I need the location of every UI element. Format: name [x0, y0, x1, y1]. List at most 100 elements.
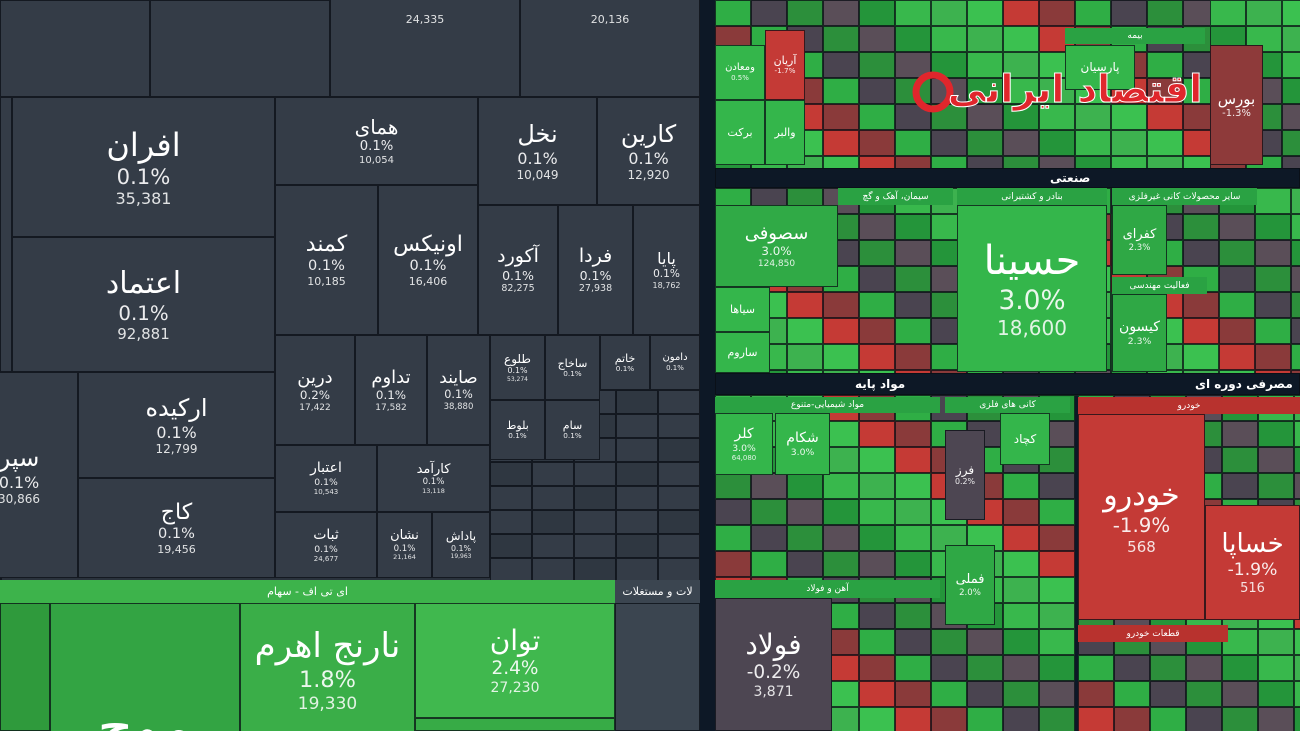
small-tile — [1039, 78, 1075, 104]
small-tile — [1147, 0, 1183, 26]
change: 0.1% — [563, 368, 582, 378]
volume: 19,330 — [297, 694, 358, 715]
stock-tile: پایا 0.1% 18,762 — [633, 205, 700, 335]
small-tile — [859, 26, 895, 52]
change: 0.1% — [615, 363, 635, 373]
small-tile — [1183, 292, 1219, 318]
small-tile — [1147, 130, 1183, 156]
small-tile — [1282, 130, 1300, 156]
change: 0.1% — [314, 477, 338, 489]
small-tile — [1039, 707, 1075, 731]
small-tile — [1186, 681, 1222, 707]
empty-tile — [0, 0, 150, 97]
volume: 10,049 — [516, 167, 559, 182]
small-tile — [895, 266, 931, 292]
small-tile — [895, 499, 931, 525]
small-tile — [1282, 0, 1300, 26]
volume: 10,054 — [359, 154, 394, 166]
volume: 21,164 — [393, 553, 416, 562]
small-tile — [1282, 26, 1300, 52]
small-tile — [859, 473, 895, 499]
small-tile — [1003, 603, 1039, 629]
stock-tile: والبر — [765, 100, 805, 165]
small-tile — [658, 558, 700, 582]
small-tile — [1246, 0, 1282, 26]
small-tile — [823, 525, 859, 551]
small-tile — [1186, 655, 1222, 681]
small-tile — [658, 462, 700, 486]
small-tile — [895, 681, 931, 707]
stock-tile: همای 0.1% 10,054 — [275, 97, 478, 185]
small-tile — [1003, 52, 1039, 78]
small-tile — [616, 510, 658, 534]
volume: 64,080 — [731, 453, 757, 462]
small-tile — [1150, 681, 1186, 707]
empty-tile — [0, 603, 50, 731]
ticker: ساروم — [727, 345, 758, 359]
small-tile — [1003, 0, 1039, 26]
small-tile — [1219, 240, 1255, 266]
ticker: نخل — [517, 119, 558, 148]
volume: 19,963 — [450, 553, 472, 561]
ticker: تداوم — [371, 366, 411, 388]
empty-tile — [150, 0, 330, 97]
small-tile — [616, 486, 658, 510]
stock-tile: کیسون 2.3% — [1112, 294, 1167, 372]
small-tile — [931, 707, 967, 731]
ticker: کارین — [620, 119, 677, 148]
small-tile — [1219, 344, 1255, 370]
small-tile — [1291, 318, 1300, 344]
change: 0.1% — [444, 388, 473, 402]
stock-tile: اونیکس 0.1% 16,406 — [378, 185, 478, 335]
stock-tile: ثبات 0.1% 24,677 — [275, 512, 377, 578]
small-tile — [715, 525, 751, 551]
right-treemap: صنعتی مواد پایه مصرفی دوره ای بنادر و کشتیر… — [713, 0, 1300, 731]
group-header: خودرو — [1078, 397, 1300, 414]
small-tile — [1114, 707, 1150, 731]
small-tile — [823, 0, 859, 26]
small-tile — [490, 462, 532, 486]
small-tile — [1258, 473, 1294, 499]
ticker: کلر — [734, 425, 754, 442]
change: 0.1% — [502, 268, 534, 284]
small-tile — [1210, 0, 1246, 26]
small-tile — [1075, 130, 1111, 156]
volume: 24,335 — [405, 13, 445, 27]
small-tile — [859, 318, 895, 344]
small-tile — [787, 0, 823, 26]
stock-tile: نارنج اهرم 1.8% 19,330 — [240, 603, 415, 731]
change: 0.1% — [393, 543, 416, 554]
small-tile — [1003, 577, 1039, 603]
small-tile — [895, 214, 931, 240]
stock-tile: تداوم 0.1% 17,582 — [355, 335, 427, 445]
stock-tile: بورس -1.3% — [1210, 45, 1263, 165]
small-tile — [895, 78, 931, 104]
small-tile — [967, 0, 1003, 26]
small-tile — [1111, 130, 1147, 156]
ticker: ارکیده — [145, 393, 208, 422]
stock-tile: خودرو -1.9% 568 — [1078, 414, 1205, 620]
group-header: آهن و فولاد — [715, 580, 940, 598]
ticker: سپر — [0, 443, 40, 472]
small-tile — [1039, 577, 1075, 603]
small-tile — [895, 655, 931, 681]
change: 0.5% — [731, 74, 749, 83]
small-tile — [1111, 104, 1147, 130]
stock-tile: کاج 0.1% 19,456 — [78, 478, 275, 578]
stock-tile: بلوط 0.1% — [490, 400, 545, 460]
ticker: ثبات — [313, 526, 339, 543]
small-tile — [1003, 78, 1039, 104]
small-tile — [1147, 52, 1183, 78]
volume: 12,799 — [155, 441, 198, 456]
volume: 18,762 — [652, 281, 681, 291]
change: -1.3% — [1222, 108, 1251, 120]
small-tile — [1222, 681, 1258, 707]
change: 0.1% — [517, 148, 558, 168]
small-tile — [859, 603, 895, 629]
change: 0.1% — [422, 477, 445, 488]
ticker: پایا — [657, 249, 676, 269]
small-tile — [823, 52, 859, 78]
ticker: توان — [489, 624, 541, 658]
ticker: کمند — [305, 231, 348, 257]
small-tile — [1078, 707, 1114, 731]
